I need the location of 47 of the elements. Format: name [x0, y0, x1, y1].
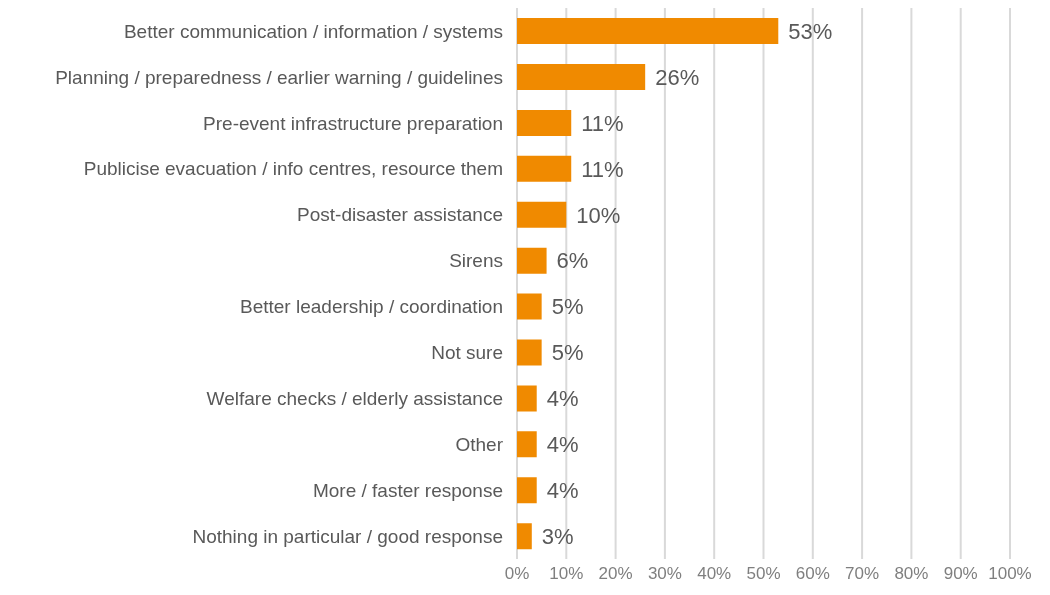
bar — [517, 201, 567, 228]
data-label: 3% — [541, 523, 574, 549]
data-label: 11% — [581, 110, 624, 136]
x-tick-label: 20% — [598, 564, 633, 584]
y-tick-label: Post-disaster assistance — [297, 204, 503, 226]
x-tick-label: 100% — [988, 564, 1032, 584]
bar — [517, 477, 537, 504]
x-tick-label: 90% — [943, 564, 978, 584]
data-label: 26% — [655, 64, 700, 90]
y-tick-label: Planning / preparedness / earlier warning / guidelines — [55, 66, 503, 88]
y-tick-label: Sirens — [449, 250, 503, 272]
y-tick-label: More / faster response — [312, 479, 503, 501]
y-tick-label: Welfare checks / elderly assistance — [206, 388, 503, 410]
x-tick-label: 80% — [894, 564, 929, 584]
y-tick-label: Not sure — [431, 342, 503, 364]
y-tick-label: Better communication / information / systems — [123, 20, 503, 42]
data-label: 53% — [788, 18, 833, 44]
bar — [517, 155, 572, 182]
bar — [517, 293, 542, 320]
bar — [517, 109, 572, 136]
x-tick-label: 60% — [795, 564, 830, 584]
bar — [517, 64, 646, 91]
bar — [517, 18, 779, 45]
x-tick-label: 0% — [504, 564, 530, 584]
bar — [517, 385, 537, 412]
data-label: 4% — [546, 432, 579, 458]
x-tick-label: 50% — [746, 564, 781, 584]
x-tick-label: 10% — [549, 564, 584, 584]
y-tick-label: Other — [455, 433, 504, 455]
bar — [517, 523, 532, 550]
data-label: 5% — [551, 294, 584, 320]
bar — [517, 339, 542, 366]
data-label: 4% — [546, 478, 579, 504]
x-tick-label: 40% — [697, 564, 732, 584]
data-label: 4% — [546, 386, 579, 412]
x-tick-label: 30% — [647, 564, 682, 584]
y-tick-label: Pre-event infrastructure preparation — [203, 112, 503, 134]
y-tick-label: Publicise evacuation / info centres, resource them — [83, 158, 503, 180]
bar — [517, 247, 547, 274]
data-label: 6% — [556, 248, 589, 274]
bar — [517, 431, 537, 458]
x-tick-label: 70% — [845, 564, 880, 584]
y-tick-label: Nothing in particular / good response — [192, 525, 503, 547]
data-label: 10% — [576, 202, 621, 228]
data-label: 11% — [581, 156, 624, 182]
data-label: 5% — [551, 340, 584, 366]
y-tick-label: Better leadership / coordination — [240, 296, 503, 318]
